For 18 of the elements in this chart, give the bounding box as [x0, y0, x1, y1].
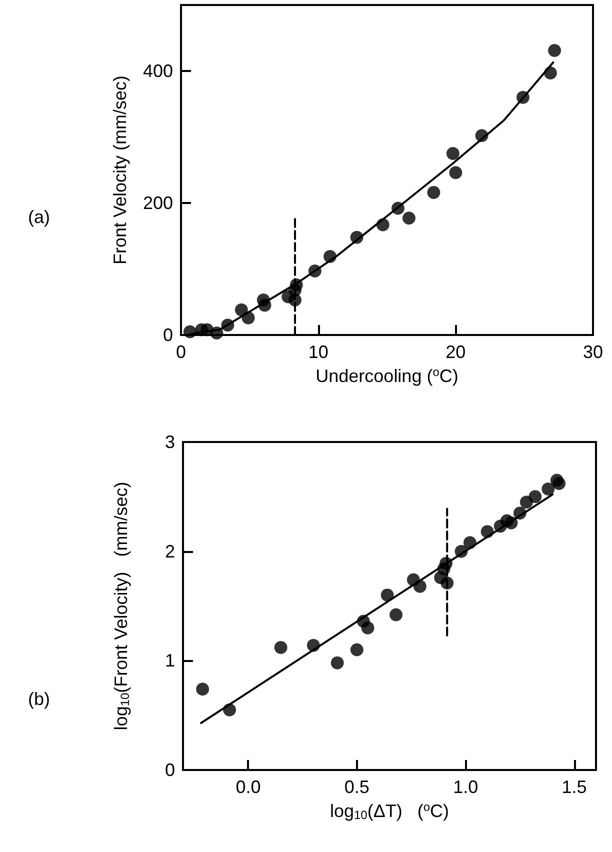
- y-tick-label: 3: [164, 432, 175, 452]
- x-tick-label: 1.0: [453, 777, 478, 797]
- y-tick-label: 400: [142, 61, 173, 81]
- y-axis-title: log10(Front Velocity) (mm/sec): [111, 482, 132, 730]
- text: (a): [28, 207, 50, 227]
- x-tick-label: 20: [446, 342, 466, 362]
- x-tick-label: 0.5: [344, 777, 370, 797]
- y-tick-label: 0: [162, 325, 173, 345]
- y-tick-label: 0: [164, 760, 175, 780]
- y-tick-label: 2: [164, 541, 175, 562]
- y-tick-label: 1: [164, 650, 175, 671]
- x-tick-label: 30: [582, 342, 604, 362]
- y-axis-title: Front Velocity (mm/sec): [110, 75, 130, 265]
- text: (b): [28, 689, 50, 709]
- y-tick-label: 200: [142, 193, 173, 213]
- x-tick-label: 1.5: [562, 777, 587, 797]
- x-tick-label: 10: [308, 342, 328, 362]
- x-tick-label: 0.0: [236, 777, 261, 797]
